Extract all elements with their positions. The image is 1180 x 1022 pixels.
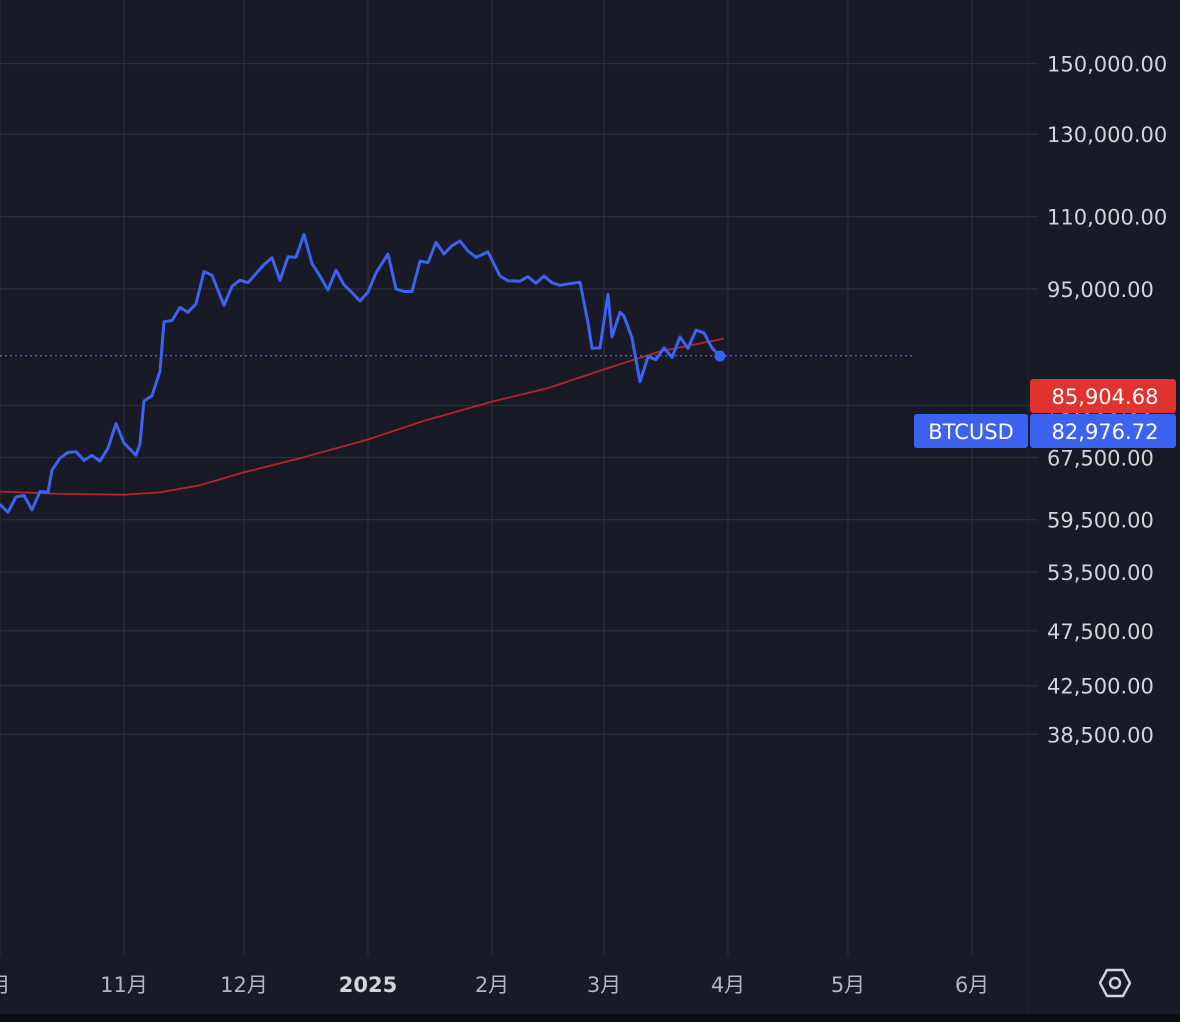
y-tick-label: 67,500.00 — [1047, 446, 1154, 470]
price-badges: 85,904.68 BTCUSD 82,976.72 — [914, 379, 1176, 448]
price-line — [0, 232, 722, 514]
moving-average-line — [0, 337, 725, 496]
y-tick-label: 95,000.00 — [1047, 278, 1154, 302]
x-tick-label: 12月 — [220, 973, 268, 997]
y-tick-label: 42,500.00 — [1047, 675, 1154, 699]
time-axis[interactable]: 月 11月 12月 2025 2月 3月 4月 5月 6月 — [0, 973, 989, 997]
ma-value-badge — [1030, 379, 1176, 413]
y-tick-label: 130,000.00 — [1047, 123, 1167, 147]
last-price-marker — [714, 350, 726, 362]
x-tick-label: 3月 — [587, 973, 621, 997]
grid — [0, 0, 1029, 1014]
bottom-edge-bar — [0, 1014, 1180, 1022]
x-tick-label: 2月 — [475, 973, 509, 997]
y-tick-label: 53,500.00 — [1047, 561, 1154, 585]
x-tick-label: 5月 — [831, 973, 865, 997]
gear-icon[interactable] — [1098, 966, 1132, 1000]
symbol-label: BTCUSD — [928, 420, 1014, 444]
x-tick-label: 月 — [0, 973, 11, 997]
y-tick-label: 47,500.00 — [1047, 620, 1154, 644]
last-price-badge — [1030, 414, 1176, 448]
last-price-text: 82,976.72 — [1052, 420, 1159, 444]
y-tick-label: 59,500.00 — [1047, 509, 1154, 533]
ma-value-text: 85,904.68 — [1052, 385, 1159, 409]
x-tick-label: 4月 — [711, 973, 745, 997]
x-tick-label: 2025 — [339, 973, 397, 997]
series-layer — [0, 232, 914, 514]
y-tick-label: 110,000.00 — [1047, 206, 1167, 230]
x-tick-label: 11月 — [100, 973, 148, 997]
y-tick-label: 150,000.00 — [1047, 53, 1167, 77]
y-tick-label: 38,500.00 — [1047, 723, 1154, 747]
symbol-badge — [914, 414, 1028, 448]
x-tick-label: 6月 — [955, 973, 989, 997]
